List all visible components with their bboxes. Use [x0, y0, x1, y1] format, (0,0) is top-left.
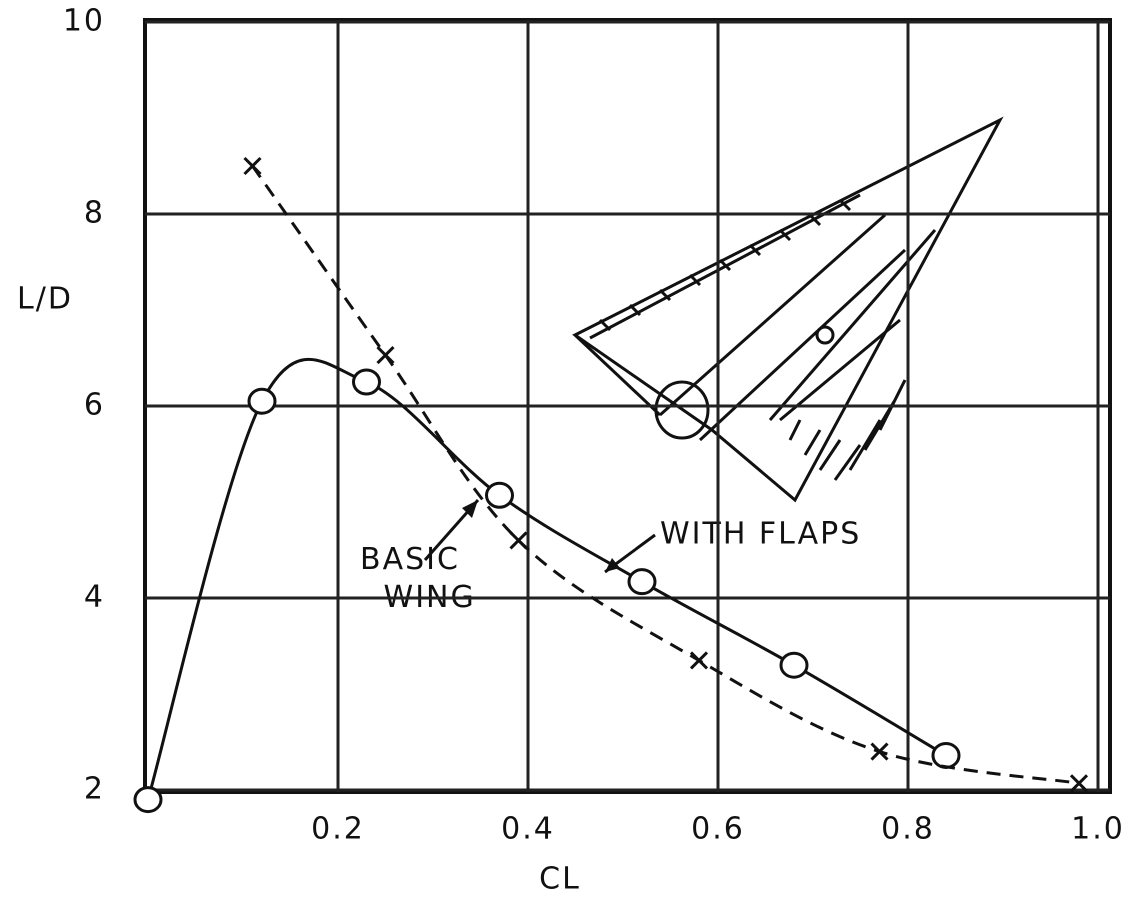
wing-sketch — [575, 120, 1000, 500]
data-point — [691, 652, 707, 668]
x-tick-label: 0.6 — [691, 812, 745, 847]
annotation: WITH FLAPS — [660, 517, 861, 552]
data-point — [354, 370, 380, 394]
x-tick-label: 0.8 — [881, 812, 935, 847]
y-tick-label: 6 — [84, 388, 105, 423]
data-point — [135, 788, 161, 812]
y-tick-label: 8 — [84, 196, 105, 231]
data-point — [629, 570, 655, 594]
annotation: BASIC WING — [360, 542, 476, 615]
data-point — [872, 744, 888, 760]
y-axis-label: L/D — [17, 282, 73, 317]
x-tick-label: 1.0 — [1071, 812, 1123, 847]
data-point — [511, 532, 527, 548]
chart: CL L/D BASIC WING WITH FLAPS 0.2 0.4 0.6 0.… — [0, 0, 1123, 917]
data-point — [933, 743, 959, 767]
x-tick-label: 0.2 — [311, 812, 365, 847]
y-tick-label: 4 — [84, 580, 105, 615]
series-line — [148, 359, 946, 799]
x-tick-label: 0.4 — [501, 812, 555, 847]
x-axis-label: CL — [539, 862, 581, 897]
data-point — [487, 483, 513, 507]
data-point — [249, 389, 275, 413]
page: {"chart_data": { "type": "line", "x_labe… — [0, 0, 1123, 917]
data-point — [781, 653, 807, 677]
data-point — [378, 347, 394, 363]
y-tick-label: 2 — [84, 772, 105, 807]
data-point — [245, 158, 261, 174]
series-line — [253, 166, 1080, 783]
y-tick-label: 10 — [63, 4, 105, 39]
